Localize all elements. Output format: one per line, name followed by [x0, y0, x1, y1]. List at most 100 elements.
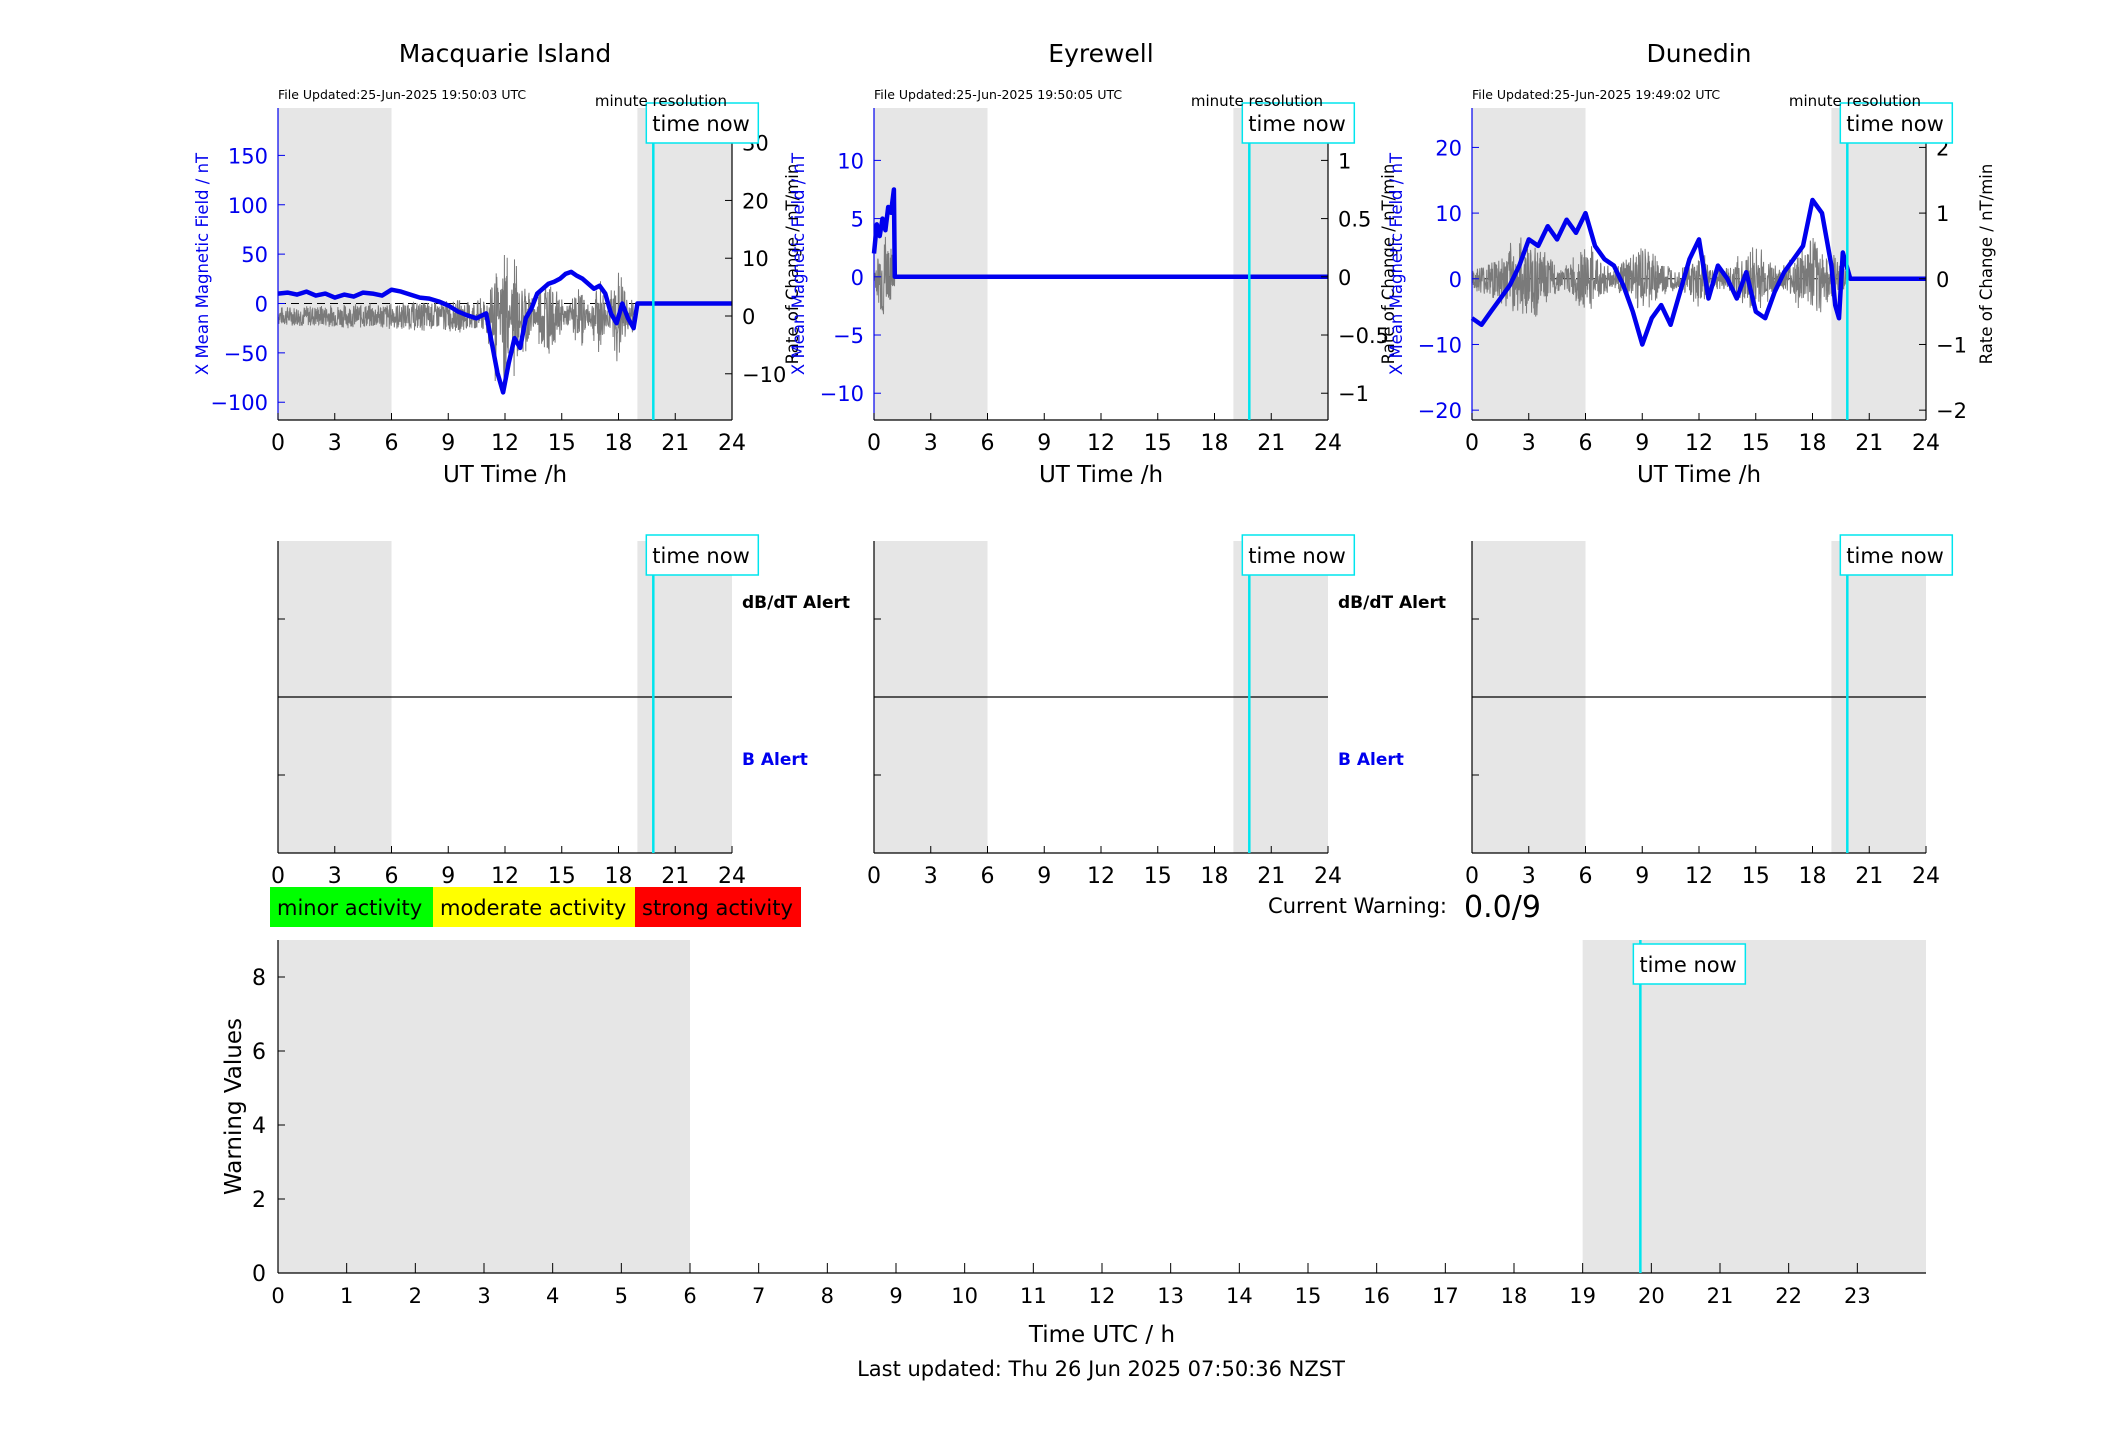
- x-tick-label: 0: [271, 1284, 284, 1308]
- x-tick-label: 20: [1638, 1284, 1665, 1308]
- y-tick-label: 8: [252, 966, 266, 991]
- file-updated-label: File Updated:25-Jun-2025 19:49:02 UTC: [1472, 87, 1720, 102]
- x-tick-label: 13: [1157, 1284, 1184, 1308]
- x-tick-label: 8: [821, 1284, 834, 1308]
- b-alert-label: B Alert: [1338, 750, 1404, 770]
- x-tick-label: 21: [661, 431, 689, 456]
- time-now-box: [1839, 102, 1954, 144]
- x-tick-label: 9: [1635, 864, 1649, 889]
- left-tick-label: −10: [1418, 333, 1462, 357]
- x-tick-label: 9: [1635, 431, 1649, 456]
- x-tick-label: 21: [661, 864, 689, 889]
- y-tick-label: 6: [252, 1040, 266, 1065]
- right-axis-label: Rate of Change / nT/min: [1379, 164, 1398, 365]
- x-tick-label: 0: [867, 431, 881, 456]
- x-tick-label: 6: [1579, 431, 1593, 456]
- x-tick-label: 12: [1089, 1284, 1116, 1308]
- panel-title: Eyrewell: [1048, 39, 1153, 68]
- x-tick-label: 15: [1144, 864, 1172, 889]
- current-warning-label: Current Warning:: [1268, 894, 1447, 918]
- x-tick-label: 9: [1037, 431, 1051, 456]
- resolution-label: minute resolution: [1191, 92, 1323, 110]
- time-now-label: time now: [1248, 544, 1345, 568]
- x-tick-label: 24: [718, 864, 746, 889]
- x-tick-label: 0: [1465, 864, 1479, 889]
- left-axis-label: X Mean Magnetic Field / nT: [789, 152, 808, 375]
- time-now-box: [1241, 534, 1356, 576]
- current-warning-value: 0.0/9: [1464, 890, 1541, 925]
- x-tick-label: 12: [1685, 864, 1713, 889]
- dbdt-alert-label: dB/dT Alert: [742, 593, 850, 613]
- time-now-box: [645, 102, 760, 144]
- last-updated-label: Last updated: Thu 26 Jun 2025 07:50:36 N…: [857, 1357, 1345, 1381]
- legend-swatch-1: [433, 887, 635, 927]
- time-now-label: time now: [1248, 112, 1345, 136]
- left-tick-label: 10: [1435, 202, 1462, 226]
- x-tick-label: 18: [1201, 431, 1229, 456]
- left-tick-label: 10: [837, 149, 864, 173]
- left-tick-label: 0: [1449, 268, 1462, 292]
- left-tick-label: −5: [833, 324, 864, 348]
- x-tick-label: 21: [1855, 864, 1883, 889]
- x-tick-label: 12: [1685, 431, 1713, 456]
- time-now-label: time now: [1639, 953, 1736, 977]
- y-tick-label: 2: [252, 1188, 266, 1213]
- left-tick-label: 5: [851, 208, 864, 232]
- left-tick-label: 50: [241, 243, 268, 267]
- x-tick-label: 6: [981, 431, 995, 456]
- resolution-label: minute resolution: [1789, 92, 1921, 110]
- time-now-label: time now: [652, 112, 749, 136]
- x-tick-label: 6: [385, 864, 399, 889]
- right-tick-label: −10: [742, 363, 786, 387]
- x-tick-label: 18: [1799, 431, 1827, 456]
- right-tick-label: −1: [1936, 333, 1967, 357]
- panel-title: Dunedin: [1647, 39, 1752, 68]
- x-tick-label: 9: [441, 431, 455, 456]
- x-tick-label: 18: [605, 864, 633, 889]
- legend-label-0: minor activity: [277, 896, 422, 920]
- right-tick-label: −2: [1936, 399, 1967, 423]
- left-tick-label: 0: [851, 266, 864, 290]
- left-tick-label: 20: [1435, 136, 1462, 160]
- right-axis-label: Rate of Change / nT/min: [783, 164, 802, 365]
- x-tick-label: 9: [1037, 864, 1051, 889]
- file-updated-label: File Updated:25-Jun-2025 19:50:03 UTC: [278, 87, 526, 102]
- time-now-box: [1632, 943, 1747, 985]
- left-tick-label: 150: [228, 144, 268, 168]
- x-tick-label: 24: [1314, 431, 1342, 456]
- left-tick-label: −10: [820, 382, 864, 406]
- x-tick-label: 4: [546, 1284, 559, 1308]
- right-tick-label: 1: [1338, 149, 1351, 173]
- x-tick-label: 7: [752, 1284, 765, 1308]
- night-shading-0: [278, 940, 690, 1273]
- x-tick-label: 3: [477, 1284, 490, 1308]
- x-tick-label: 15: [1742, 864, 1770, 889]
- night-shading-1: [1233, 108, 1328, 420]
- x-tick-label: 6: [981, 864, 995, 889]
- y-axis-label: Warning Values: [221, 1018, 247, 1195]
- x-tick-label: 24: [1314, 864, 1342, 889]
- y-tick-label: 4: [252, 1114, 266, 1139]
- night-shading-1: [637, 108, 732, 420]
- left-axis-label: X Mean Magnetic Field / nT: [193, 152, 212, 375]
- x-tick-label: 5: [615, 1284, 628, 1308]
- x-tick-label: 12: [491, 431, 519, 456]
- x-tick-label: 12: [491, 864, 519, 889]
- x-tick-label: 15: [548, 864, 576, 889]
- x-tick-label: 0: [867, 864, 881, 889]
- night-shading-0: [278, 108, 392, 420]
- legend-label-2: strong activity: [642, 896, 793, 920]
- x-tick-label: 18: [1201, 864, 1229, 889]
- x-tick-label: 2: [409, 1284, 422, 1308]
- dbdt-alert-label: dB/dT Alert: [1338, 593, 1446, 613]
- x-tick-label: 21: [1257, 431, 1285, 456]
- left-tick-label: 0: [255, 292, 268, 316]
- right-tick-label: 0: [742, 305, 755, 329]
- x-tick-label: 12: [1087, 431, 1115, 456]
- x-axis-label: UT Time /h: [443, 462, 567, 488]
- legend-swatch-2: [635, 887, 801, 927]
- x-tick-label: 15: [548, 431, 576, 456]
- right-tick-label: 20: [742, 189, 769, 213]
